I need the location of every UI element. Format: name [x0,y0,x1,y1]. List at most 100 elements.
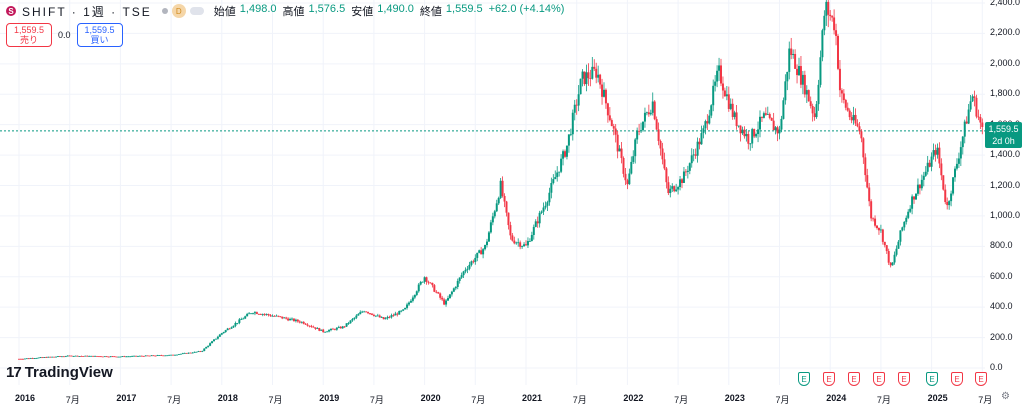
buy-button[interactable]: 1,559.5 買い [76,23,123,47]
candle-up [345,323,348,327]
tradingview-wordmark: TradingView [24,364,113,381]
candle-down [148,355,151,357]
candle-up [696,141,699,156]
earnings-marker[interactable]: E [873,372,885,386]
x-tick-label: 7月 [572,395,587,405]
candle-up [895,248,898,255]
candle-down [146,355,149,357]
x-tick-label: 7月 [268,395,283,405]
x-tick-label: 7月 [167,395,182,405]
candle-up [174,354,176,356]
candle-up [952,177,955,194]
earnings-marker[interactable]: E [823,372,835,386]
candle-down [811,106,814,114]
candle-up [271,315,274,317]
candle-down [287,318,290,321]
earnings-marker[interactable]: E [798,372,810,386]
candle-down [19,358,22,360]
candle-down [827,1,830,15]
candle-up [815,104,818,118]
candle-up [651,101,654,113]
candle-down [525,244,527,246]
candle-down [372,314,375,316]
candle-up [879,229,882,231]
candle-up [468,264,471,269]
candle-down [369,313,371,314]
candle-up [226,328,229,331]
candle-down [599,74,602,85]
candle-down [583,71,586,85]
candle-down [772,120,775,131]
candle-up [103,356,106,358]
candle-up [60,356,63,358]
candle-up [193,351,196,353]
candle-down [135,355,137,357]
candle-up [478,250,481,253]
earnings-marker[interactable]: E [848,372,860,386]
candle-down [706,121,709,124]
candle-down [866,175,869,188]
candle-up [57,356,59,358]
candle-down [285,317,288,319]
candle-up [240,319,243,320]
data-badge[interactable]: D [171,4,186,18]
candle-up [408,302,410,305]
candle-up [632,156,635,162]
candle-down [41,357,44,359]
candle-up [144,355,147,357]
trade-panel: 1,559.5 売り 0.0 1,559.5 買い [6,23,123,47]
candle-up [175,354,178,356]
candle-up [782,100,785,119]
candle-up [700,133,703,145]
candle-up [119,356,122,358]
candle-up [640,130,643,132]
sell-button[interactable]: 1,559.5 売り [6,23,52,47]
candle-down [647,112,650,115]
candle-up [324,331,327,333]
symbol-logo: S [6,6,16,16]
gear-icon[interactable]: ⚙ [1001,391,1010,402]
candle-up [819,57,822,85]
candle-down [308,325,311,327]
candle-up [909,208,912,212]
symbol-title[interactable]: SHIFT · 1週 · TSE [22,4,152,19]
candle-up [417,284,420,292]
candle-down [913,196,916,200]
candle-up [907,211,910,218]
candle-up [447,298,449,301]
candle-down [82,356,85,357]
earnings-marker[interactable]: E [975,372,987,386]
candle-down [298,321,301,323]
tradingview-logo[interactable]: 17 TradingView [6,364,113,381]
earnings-marker[interactable]: E [951,372,963,386]
candle-up [88,356,91,357]
candle-up [546,202,549,206]
candle-up [671,186,674,189]
candle-up [489,222,492,233]
candle-down [312,326,315,328]
candle-down [595,68,598,78]
x-tick-label: 7月 [369,395,384,405]
y-tick-label: 800.0 [990,240,1013,251]
candle-up [704,121,707,129]
y-tick-label: 2,400.0 [990,0,1021,7]
candle-down [889,262,892,266]
candle-down [575,104,578,106]
candle-down [480,250,483,255]
candle-up [164,355,167,357]
candle-up [630,161,633,174]
candle-up [710,105,713,116]
y-tick-label: 0.0 [990,362,1003,372]
candle-up [127,356,130,358]
candle-down [838,68,841,91]
candle-up [645,112,648,114]
earnings-marker[interactable]: E [926,372,938,386]
candle-down [263,314,266,315]
candle-down [519,242,522,247]
candle-down [292,318,295,322]
candle-up [402,309,405,311]
candle-up [209,343,212,346]
earnings-marker[interactable]: E [898,372,910,386]
candle-up [74,355,77,357]
